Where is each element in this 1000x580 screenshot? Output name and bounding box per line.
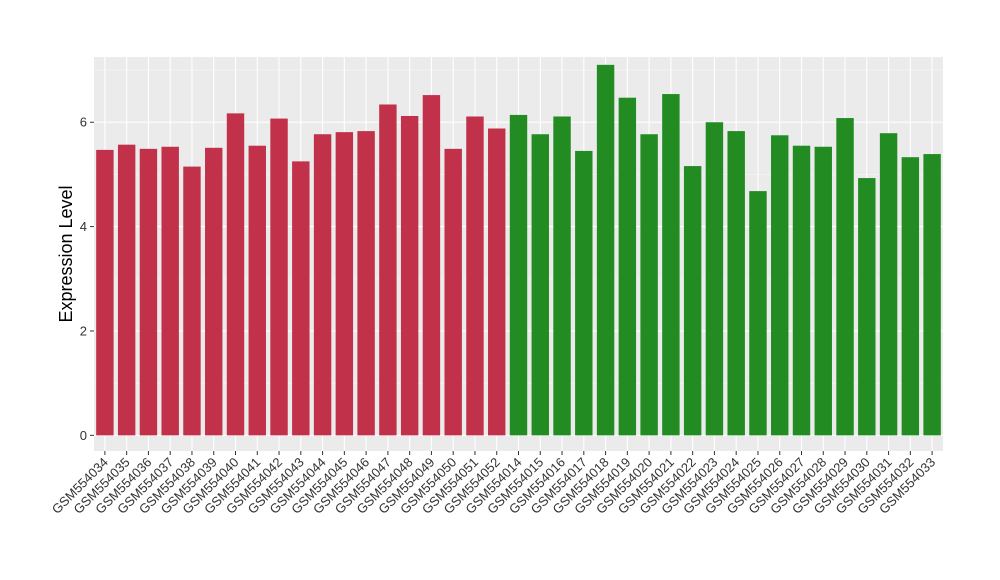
bar-GSM554034: [96, 149, 114, 436]
bar-GSM554049: [422, 95, 441, 436]
bar-GSM554040: [226, 113, 245, 436]
bar-GSM554045: [335, 132, 354, 436]
bar-GSM554014: [509, 114, 528, 436]
bar-GSM554026: [771, 135, 789, 436]
bar-GSM554023: [705, 122, 724, 436]
bar-GSM554027: [792, 145, 811, 436]
x-axis: GSM554034GSM554035GSM554036GSM554037GSM5…: [49, 451, 938, 517]
y-axis-title: Expression Level: [56, 185, 76, 322]
bar-GSM554044: [313, 134, 332, 436]
bar-GSM554039: [205, 147, 223, 436]
bar-GSM554022: [683, 166, 702, 436]
bar-GSM554020: [640, 134, 658, 436]
bar-GSM554019: [618, 97, 637, 436]
bar-GSM554047: [379, 104, 397, 436]
bar-GSM554021: [662, 94, 680, 436]
bar-GSM554046: [357, 131, 375, 436]
bars: [96, 64, 941, 436]
bar-GSM554030: [858, 178, 876, 436]
bar-GSM554024: [727, 131, 745, 436]
bar-GSM554035: [117, 144, 136, 436]
bar-GSM554051: [466, 116, 484, 436]
bar-GSM554015: [531, 134, 549, 436]
bar-GSM554032: [901, 157, 920, 436]
bar-GSM554042: [270, 118, 288, 436]
bar-GSM554041: [248, 145, 266, 436]
y-tick-label: 4: [80, 219, 87, 234]
bar-GSM554016: [553, 116, 571, 436]
y-tick-label: 2: [80, 323, 87, 338]
bar-GSM554036: [139, 148, 158, 436]
bar-GSM554037: [161, 146, 179, 436]
bar-GSM554043: [292, 161, 310, 436]
y-tick-label: 6: [80, 115, 87, 130]
bar-GSM554031: [879, 133, 898, 436]
bar-GSM554017: [575, 150, 593, 436]
bar-GSM554028: [814, 146, 832, 436]
bar-GSM554033: [923, 154, 941, 436]
bar-GSM554029: [836, 118, 854, 436]
bar-GSM554050: [444, 148, 462, 436]
bar-GSM554038: [183, 166, 201, 436]
bar-GSM554018: [596, 64, 615, 436]
bar-GSM554025: [749, 191, 767, 436]
y-tick-label: 0: [80, 428, 87, 443]
bar-GSM554048: [400, 115, 419, 436]
y-axis: 0 2 4 6: [80, 115, 94, 443]
bar-GSM554052: [488, 128, 506, 436]
